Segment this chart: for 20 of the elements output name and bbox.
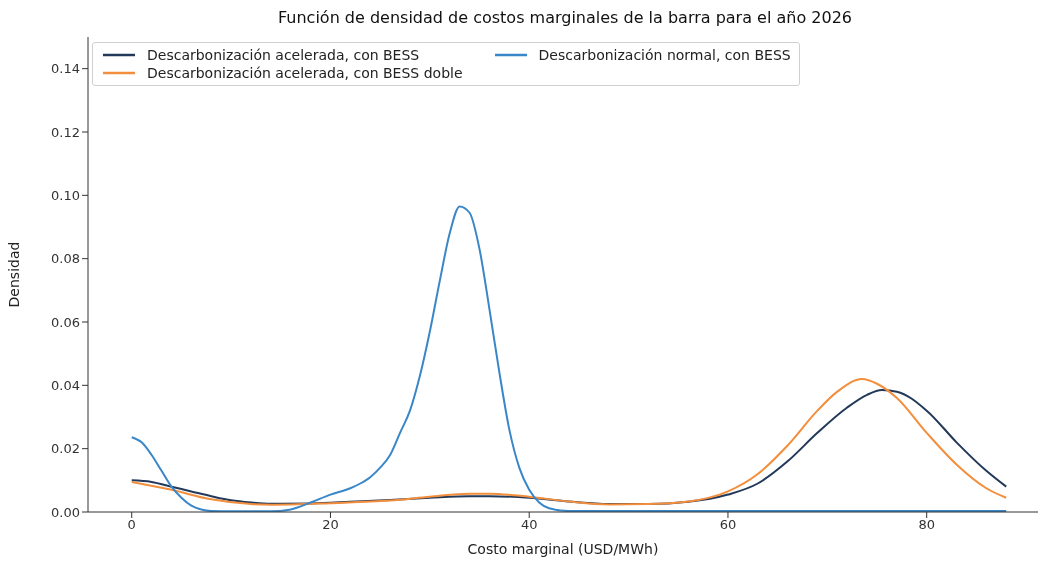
y-tick-label: 0.14 (51, 61, 80, 77)
y-tick-label: 0.06 (51, 314, 80, 330)
x-tick-label: 20 (322, 517, 339, 533)
x-axis-title: Costo marginal (USD/MWh) (467, 541, 659, 557)
line-series (130, 205, 1008, 512)
legend-label: Descarbonización acelerada, con BESS doble (147, 65, 463, 81)
y-axis-title: Densidad (5, 241, 22, 308)
x-tick-label: 60 (719, 517, 737, 533)
y-tick-label: 0.10 (51, 187, 80, 203)
y-tick-label: 0.00 (51, 504, 80, 520)
legend-label: Descarbonización normal, con BESS (538, 47, 791, 63)
y-tick-label: 0.04 (51, 377, 80, 393)
x-tick-label: 0 (127, 517, 136, 533)
y-tick-label: 0.12 (51, 124, 80, 140)
legend-label: Descarbonización acelerada, con BESS (147, 47, 420, 63)
x-tick-label: 40 (520, 517, 538, 533)
chart-title: Función de densidad de costos marginales de la barra para el año 2026 (277, 8, 853, 29)
y-tick-label: 0.08 (51, 251, 80, 267)
y-tick-label: 0.02 (51, 441, 80, 457)
x-tick-label: 80 (918, 517, 935, 533)
